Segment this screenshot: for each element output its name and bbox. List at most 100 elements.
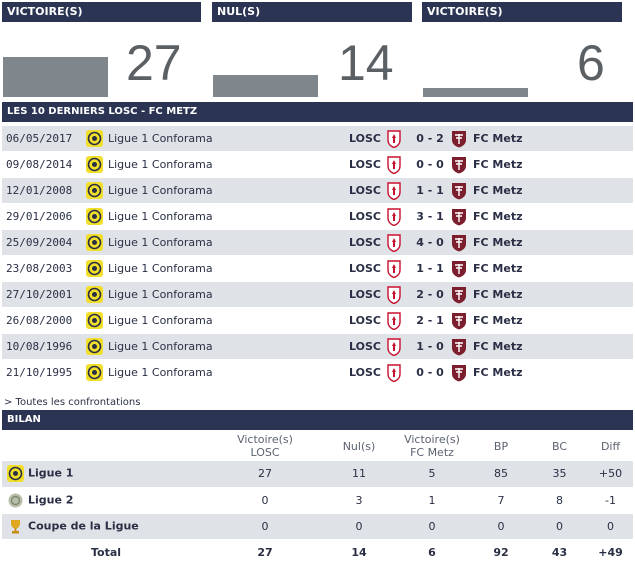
- col-draws: Nul(s): [342, 439, 376, 453]
- home-team-name: LOSC: [349, 262, 381, 275]
- match-date: 29/01/2006: [6, 210, 73, 223]
- home-wins-count: 27: [126, 35, 182, 91]
- home-team-name: LOSC: [349, 288, 381, 301]
- match-date: 12/01/2008: [6, 184, 73, 197]
- match-date: 23/08/2003: [6, 262, 73, 275]
- losc-crest-icon: [387, 286, 401, 305]
- home-team-name: LOSC: [349, 236, 381, 249]
- match-row[interactable]: 09/08/2014 Ligue 1 Conforama LOSC 0 - 0 …: [2, 152, 633, 178]
- losc-crest-icon: [387, 130, 401, 149]
- match-date: 21/10/1995: [6, 366, 73, 379]
- trophy-icon: [7, 518, 24, 535]
- match-score: 1 - 0: [416, 340, 444, 353]
- home-wins-bar: [3, 57, 108, 97]
- away-team-name: FC Metz: [473, 314, 523, 327]
- match-date: 06/05/2017: [6, 132, 73, 145]
- match-row[interactable]: 21/10/1995 Ligue 1 Conforama LOSC 0 - 0 …: [2, 360, 633, 386]
- match-row[interactable]: 10/08/1996 Ligue 1 Conforama LOSC 1 - 0 …: [2, 334, 633, 360]
- match-competition: Ligue 1 Conforama: [108, 210, 213, 223]
- home-team-name: LOSC: [349, 366, 381, 379]
- all-matches-link[interactable]: > Toutes les confrontations: [4, 397, 141, 408]
- metz-crest-icon: [451, 260, 467, 278]
- ligue1-icon: [86, 260, 103, 277]
- ligue1-icon: [86, 312, 103, 329]
- metz-crest-icon: [451, 338, 467, 356]
- draws-bar: [213, 75, 318, 97]
- match-row[interactable]: 06/05/2017 Ligue 1 Conforama LOSC 0 - 2 …: [2, 126, 633, 152]
- away-team-name: FC Metz: [473, 262, 523, 275]
- col-bp: BP: [493, 439, 509, 453]
- away-team-name: FC Metz: [473, 158, 523, 171]
- ligue1-icon: [86, 130, 103, 147]
- away-team-name: FC Metz: [473, 340, 523, 353]
- match-row[interactable]: 12/01/2008 Ligue 1 Conforama LOSC 1 - 1 …: [2, 178, 633, 204]
- match-row[interactable]: 26/08/2000 Ligue 1 Conforama LOSC 2 - 1 …: [2, 308, 633, 334]
- bilan-row-ligue2: Ligue 2 0 3 1 7 8 -1: [2, 487, 633, 514]
- losc-crest-icon: [387, 234, 401, 253]
- metz-crest-icon: [451, 208, 467, 226]
- losc-crest-icon: [387, 260, 401, 279]
- away-wins-bar: [423, 88, 528, 97]
- losc-crest-icon: [387, 208, 401, 227]
- match-date: 27/10/2001: [6, 288, 73, 301]
- metz-crest-icon: [451, 286, 467, 304]
- bilan-row-total: Total 27 14 6 92 43 +49: [2, 539, 633, 566]
- match-date: 10/08/1996: [6, 340, 73, 353]
- match-row[interactable]: 23/08/2003 Ligue 1 Conforama LOSC 1 - 1 …: [2, 256, 633, 282]
- away-team-name: FC Metz: [473, 184, 523, 197]
- away-team-name: FC Metz: [473, 366, 523, 379]
- home-team-name: LOSC: [349, 132, 381, 145]
- metz-crest-icon: [451, 364, 467, 382]
- match-date: 09/08/2014: [6, 158, 73, 171]
- home-team-name: LOSC: [349, 184, 381, 197]
- bilan-header-row: Victoire(s) LOSC Nul(s) Victoire(s) FC Met…: [2, 431, 633, 461]
- home-team-name: LOSC: [349, 314, 381, 327]
- ligue1-icon: [86, 364, 103, 381]
- match-competition: Ligue 1 Conforama: [108, 262, 213, 275]
- ligue1-icon: [86, 338, 103, 355]
- away-team-name: FC Metz: [473, 288, 523, 301]
- match-row[interactable]: 27/10/2001 Ligue 1 Conforama LOSC 2 - 0 …: [2, 282, 633, 308]
- away-wins-count: 6: [577, 35, 605, 91]
- match-list: 06/05/2017 Ligue 1 Conforama LOSC 0 - 2 …: [2, 126, 633, 386]
- metz-crest-icon: [451, 312, 467, 330]
- match-score: 1 - 1: [416, 184, 444, 197]
- ligue1-icon: [86, 208, 103, 225]
- bilan-table: Victoire(s) LOSC Nul(s) Victoire(s) FC Met…: [2, 431, 633, 566]
- match-competition: Ligue 1 Conforama: [108, 366, 213, 379]
- bilan-header: BILAN: [2, 410, 633, 430]
- match-competition: Ligue 1 Conforama: [108, 184, 213, 197]
- col-wins-losc: Victoire(s) LOSC: [237, 433, 293, 459]
- draws-count: 14: [338, 35, 394, 91]
- ligue1-icon: [86, 234, 103, 251]
- match-competition: Ligue 1 Conforama: [108, 340, 213, 353]
- home-team-name: LOSC: [349, 158, 381, 171]
- match-row[interactable]: 29/01/2006 Ligue 1 Conforama LOSC 3 - 1 …: [2, 204, 633, 230]
- match-competition: Ligue 1 Conforama: [108, 288, 213, 301]
- ligue1-icon: [86, 286, 103, 303]
- match-competition: Ligue 1 Conforama: [108, 236, 213, 249]
- match-row[interactable]: 25/09/2004 Ligue 1 Conforama LOSC 4 - 0 …: [2, 230, 633, 256]
- home-team-name: LOSC: [349, 340, 381, 353]
- metz-crest-icon: [451, 130, 467, 148]
- col-wins-metz: Victoire(s) FC Metz: [404, 433, 460, 459]
- bilan-row-coupe-ligue: Coupe de la Ligue 0 0 0 0 0 0: [2, 513, 633, 540]
- losc-crest-icon: [387, 182, 401, 201]
- match-score: 2 - 0: [416, 288, 444, 301]
- metz-crest-icon: [451, 182, 467, 200]
- ligue1-icon: [86, 182, 103, 199]
- ligue1-icon: [7, 465, 24, 483]
- losc-crest-icon: [387, 156, 401, 175]
- match-score: 1 - 1: [416, 262, 444, 275]
- match-date: 26/08/2000: [6, 314, 73, 327]
- draws-header: NUL(S): [212, 2, 412, 22]
- match-score: 0 - 0: [416, 366, 444, 379]
- away-team-name: FC Metz: [473, 210, 523, 223]
- losc-crest-icon: [387, 338, 401, 357]
- metz-crest-icon: [451, 234, 467, 252]
- match-score: 0 - 2: [416, 132, 444, 145]
- losc-crest-icon: [387, 364, 401, 383]
- losc-crest-icon: [387, 312, 401, 331]
- last10-header: LES 10 DERNIERS LOSC - FC METZ: [2, 102, 633, 122]
- match-date: 25/09/2004: [6, 236, 73, 249]
